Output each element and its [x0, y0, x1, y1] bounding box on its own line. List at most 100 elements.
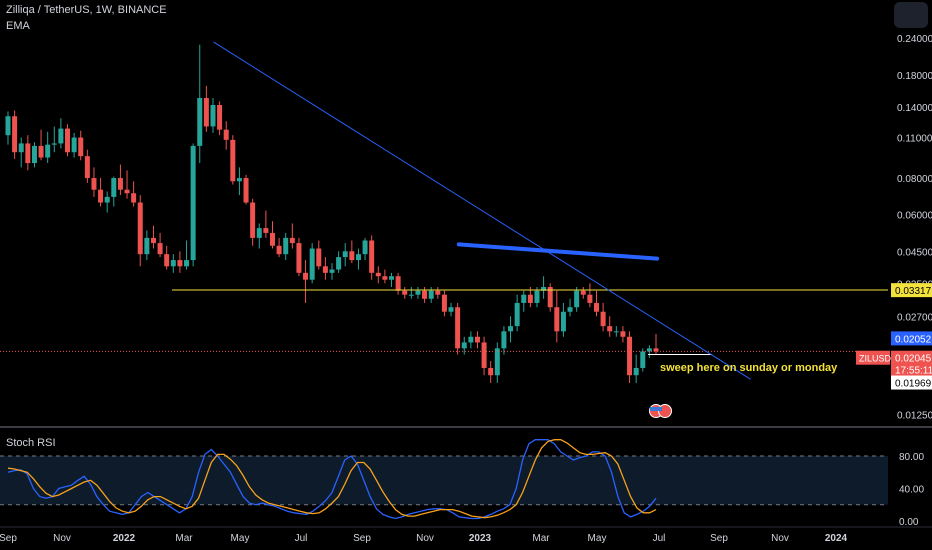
- chart-symbol-title[interactable]: Zilliqa / TetherUS, 1W, BINANCE: [6, 4, 167, 16]
- rsi-y-tick-label: 40.00: [899, 484, 924, 495]
- y-tick-label: 0.11000: [897, 134, 932, 145]
- candle-body: [402, 290, 408, 295]
- candle-body: [12, 116, 18, 153]
- candle-body: [567, 307, 573, 312]
- candle: [51, 126, 57, 153]
- price-label-low: 0.01969: [891, 375, 932, 390]
- candle: [250, 198, 256, 246]
- price-axis[interactable]: 0.24000 0.18000 0.14000 0.11000 0.08000 0.060…: [897, 34, 932, 528]
- candle-body: [554, 307, 560, 332]
- candle-body: [184, 260, 190, 267]
- thick-resistance-line[interactable]: [456, 242, 660, 261]
- candle-body: [408, 294, 414, 296]
- candle: [349, 240, 355, 264]
- candle-body: [455, 307, 461, 349]
- candle-body: [428, 290, 434, 299]
- candle: [560, 302, 566, 337]
- candle: [613, 326, 619, 337]
- candle: [78, 130, 84, 161]
- candle-body: [514, 302, 520, 327]
- candle: [230, 135, 236, 185]
- candle-body: [18, 143, 24, 153]
- candle: [256, 223, 262, 249]
- time-axis[interactable]: Sep Nov 2022 Mar May Jul Sep Nov 2023 Mar May Jul Se…: [0, 533, 848, 544]
- candle-body: [38, 145, 44, 158]
- candle: [448, 302, 454, 317]
- main-panel[interactable]: [0, 41, 932, 528]
- x-tick-label: May: [588, 533, 607, 544]
- candle: [514, 294, 520, 332]
- candle-body: [461, 342, 467, 349]
- candle-body: [131, 193, 137, 203]
- y-tick-label: 0.18000: [897, 71, 932, 82]
- candle-body: [197, 98, 203, 146]
- candle-body: [217, 105, 223, 130]
- candle-body: [157, 243, 163, 255]
- candle: [541, 276, 547, 299]
- candle-body: [164, 254, 170, 267]
- candle: [197, 44, 203, 164]
- candle-body: [369, 240, 375, 273]
- candle-body: [316, 248, 322, 267]
- candle: [620, 326, 626, 343]
- candle: [375, 266, 381, 284]
- candle: [18, 137, 24, 168]
- candle: [474, 331, 480, 349]
- candle-body: [144, 237, 150, 255]
- candle-body: [78, 137, 84, 157]
- candle-body: [322, 266, 328, 273]
- x-tick-label: Nov: [771, 533, 789, 544]
- candle: [177, 251, 183, 273]
- candle: [329, 263, 335, 280]
- flag-icon[interactable]: [649, 404, 672, 418]
- candlestick-series: [5, 44, 659, 383]
- candle: [481, 336, 487, 376]
- candle: [263, 210, 269, 238]
- candle: [124, 170, 130, 199]
- candle-body: [527, 294, 533, 303]
- candle-body: [481, 342, 487, 368]
- candle: [422, 286, 428, 303]
- candle-body: [435, 290, 441, 295]
- candle: [607, 316, 613, 337]
- candle-body: [501, 331, 507, 349]
- y-tick-label: 0.24000: [897, 34, 932, 45]
- candle-body: [627, 336, 633, 376]
- candle: [369, 235, 375, 280]
- candle-body: [587, 294, 593, 303]
- candle-body: [84, 156, 90, 179]
- candle-body: [342, 251, 348, 258]
- chart-settings-button[interactable]: [894, 2, 928, 28]
- candle: [461, 336, 467, 355]
- candle-body: [51, 143, 57, 145]
- candle: [157, 232, 163, 258]
- candle-body: [494, 348, 500, 376]
- x-tick-label: Jul: [295, 533, 308, 544]
- candle: [84, 149, 90, 183]
- candle: [190, 143, 196, 267]
- candle-body: [362, 240, 368, 255]
- indicator-label-ema[interactable]: EMA: [6, 20, 30, 32]
- y-tick-label: 0.01250: [897, 410, 932, 421]
- candle: [382, 269, 388, 284]
- y-tick-label: 0.02700: [897, 312, 932, 323]
- candle: [455, 302, 461, 355]
- annotation-text: sweep here on sunday or monday: [660, 362, 838, 374]
- y-tick-label: 0.04500: [897, 247, 932, 258]
- drawings[interactable]: [0, 41, 888, 380]
- candle: [303, 260, 309, 303]
- candle: [131, 181, 137, 207]
- candle-body: [593, 302, 599, 312]
- candle: [633, 354, 639, 383]
- x-tick-label: Mar: [175, 533, 193, 544]
- candle: [521, 290, 527, 312]
- candle: [653, 334, 659, 355]
- candle: [203, 85, 209, 132]
- candle: [415, 286, 421, 299]
- descending-trendline[interactable]: [213, 41, 751, 380]
- stoch-rsi-panel[interactable]: [0, 439, 888, 520]
- y-tick-label: 0.06000: [897, 211, 932, 222]
- price-label-value: 0.01969: [895, 379, 932, 390]
- price-label-value: 0.02045: [895, 354, 932, 365]
